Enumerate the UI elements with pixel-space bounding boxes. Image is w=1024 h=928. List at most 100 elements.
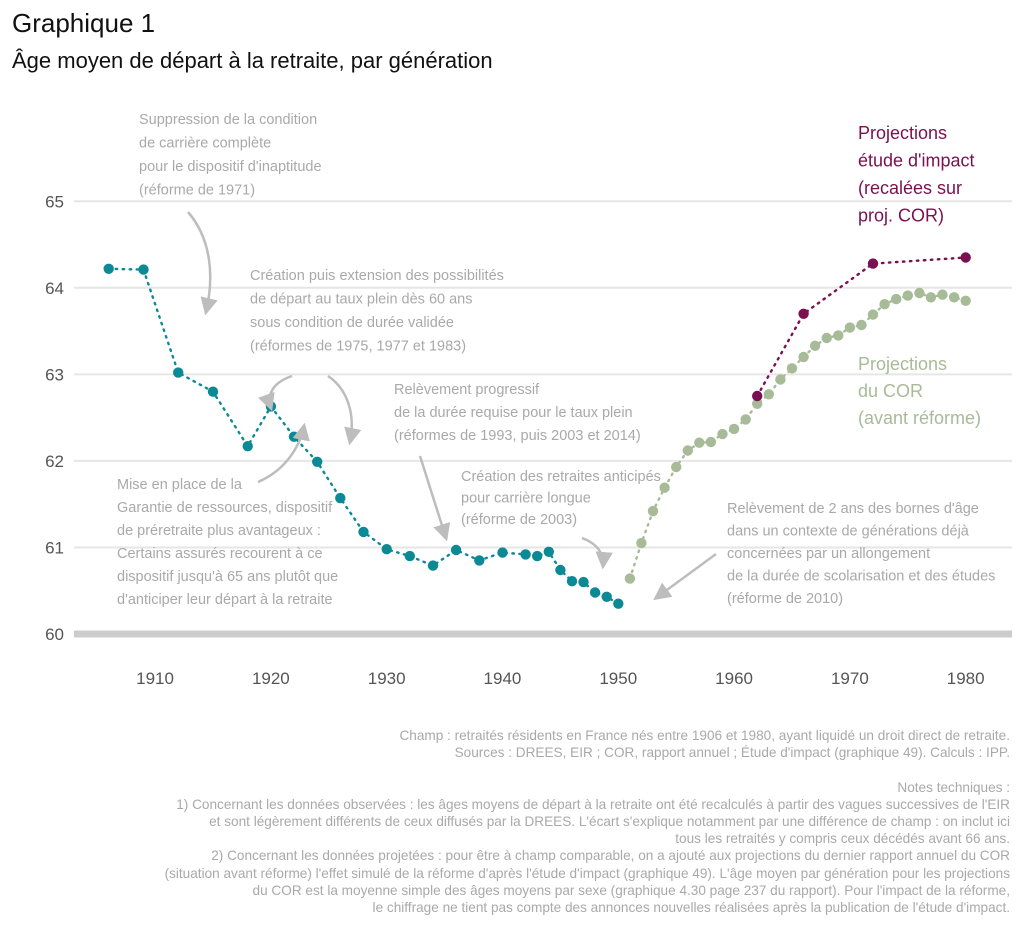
grid: [74, 200, 1012, 638]
data-point-impact: [960, 252, 971, 263]
data-point-observed: [173, 367, 184, 378]
footer-notes: Champ : retraités résidents en France né…: [10, 727, 1010, 916]
data-point-cor: [925, 292, 937, 303]
annotation-arrows: [187, 211, 717, 601]
annotation-inaptitude: Suppression de la condition de carrière c…: [139, 112, 322, 199]
data-point-observed: [381, 544, 392, 555]
footer-line: du COR est la moyenne simple des âges mo…: [252, 882, 1010, 898]
y-tick-label: 60: [45, 625, 64, 644]
footer-line: le chiffrage ne tient pas compte des ann…: [372, 900, 1010, 916]
data-point-observed: [613, 598, 624, 609]
data-point-observed: [358, 526, 369, 538]
footer-line: Sources : DREES, EIR ; COR, rapport annu…: [454, 745, 1010, 761]
data-point-cor: [867, 309, 879, 320]
data-point-observed: [566, 576, 578, 587]
label-projections-etude-impact: Projections étude d'impact (recalées sur pr…: [858, 123, 975, 226]
data-point-cor: [809, 340, 821, 351]
data-point-cor: [914, 287, 925, 299]
data-point-impact: [752, 390, 763, 402]
x-tick-label: 1940: [484, 669, 522, 688]
footer-line: et sont légèrement différents de ceux di…: [209, 814, 1010, 830]
annotation-arrow: [653, 552, 717, 601]
x-tick-label: 1970: [831, 669, 869, 688]
data-point-cor: [717, 428, 728, 440]
data-point-observed: [242, 441, 253, 452]
data-point-cor: [937, 289, 948, 300]
data-point-observed: [103, 263, 114, 274]
data-point-observed: [288, 431, 300, 442]
chart-subtitle: Âge moyen de départ à la retraite, par g…: [12, 48, 493, 73]
data-point-observed: [312, 456, 323, 467]
annotation-arrow: [257, 422, 310, 484]
data-point-observed: [578, 576, 589, 588]
data-point-impact: [867, 258, 879, 269]
footer-line: (situation avant réforme) l'effet simulé…: [164, 865, 1010, 881]
x-tick-label: 1980: [947, 669, 985, 688]
data-point-observed: [520, 549, 531, 560]
footer-line: [10, 761, 1010, 778]
data-point-cor: [728, 423, 740, 435]
data-point-cor: [856, 319, 867, 331]
x-tick-label: 1950: [599, 669, 637, 688]
data-point-cor: [752, 398, 763, 409]
data-point-observed: [555, 564, 566, 576]
data-point-observed: [207, 386, 219, 397]
x-tick-label: 1920: [252, 669, 290, 688]
data-point-observed: [543, 546, 554, 557]
data-point-observed: [138, 264, 149, 275]
data-point-observed: [427, 560, 439, 571]
annotations: Suppression de la condition de carrière c…: [117, 112, 995, 608]
annotation-duree-requise: Relèvement progressif de la durée requise…: [394, 382, 641, 444]
annotation-arrow: [581, 536, 613, 570]
data-point-cor: [844, 322, 856, 333]
y-tick-label: 61: [45, 538, 64, 557]
footer-line: 2) Concernant les données projetées : po…: [211, 848, 1010, 864]
x-tick-label: 1910: [136, 669, 174, 688]
y-tick-label: 64: [45, 279, 64, 298]
data-point-observed: [450, 544, 462, 556]
data-point-cor: [786, 363, 798, 374]
data-point-cor: [891, 293, 902, 305]
annotation-arrow: [327, 374, 362, 446]
data-point-cor: [647, 505, 659, 517]
x-tick-label: 1930: [368, 669, 406, 688]
y-tick-label: 62: [45, 452, 64, 471]
data-point-observed: [497, 547, 508, 558]
footer-line: Notes techniques :: [897, 779, 1010, 795]
data-point-cor: [705, 436, 717, 448]
data-point-observed: [601, 591, 612, 602]
data-point-cor: [636, 537, 647, 549]
data-point-cor: [775, 374, 786, 385]
annotation-arrow: [187, 211, 218, 316]
annotation-taux-plein-60: Création puis extension des possibilités…: [250, 268, 504, 355]
data-point-cor: [902, 290, 913, 301]
data-point-observed: [474, 555, 485, 566]
footer-line: 1) Concernant les données observées : le…: [176, 796, 1010, 812]
footer-line: tous les retraités y compris ceux décédé…: [675, 831, 1010, 847]
chart-title: Graphique 1: [12, 8, 156, 38]
series-labels: Projections étude d'impact (recalées sur pr…: [858, 123, 981, 428]
label-projections-cor: Projections du COR (avant réforme): [858, 354, 981, 428]
data-point-cor: [833, 330, 844, 341]
data-point-cor: [659, 482, 670, 493]
series-points: [103, 252, 971, 609]
x-tick-label: 1960: [715, 669, 753, 688]
data-point-cor: [740, 414, 751, 425]
data-point-cor: [624, 573, 636, 584]
annotation-arrow: [258, 374, 293, 412]
data-point-cor: [694, 437, 705, 448]
footer-line: Champ : retraités résidents en France né…: [399, 728, 1010, 743]
series-line-impact: [756, 256, 967, 398]
y-tick-label: 63: [45, 365, 64, 384]
annotation-garantie-ressources: Mise en place de la Garantie de ressource…: [117, 477, 338, 608]
data-point-observed: [589, 587, 601, 598]
data-point-cor: [960, 295, 971, 306]
data-point-cor: [879, 299, 890, 310]
data-point-observed: [404, 550, 415, 562]
y-tick-label: 65: [45, 192, 64, 211]
annotation-carriere-longue: Création des retraites anticipés pour car…: [461, 469, 661, 528]
data-point-observed: [532, 550, 543, 562]
data-point-cor: [798, 351, 809, 363]
data-point-cor: [682, 445, 693, 456]
data-point-cor: [821, 332, 832, 344]
